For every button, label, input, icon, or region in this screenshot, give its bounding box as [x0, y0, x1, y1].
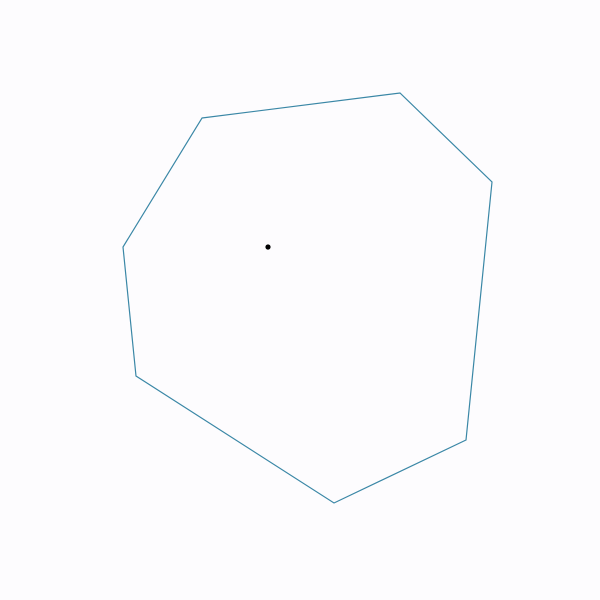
center-point [265, 244, 271, 250]
heptagon-outline [122, 92, 493, 504]
